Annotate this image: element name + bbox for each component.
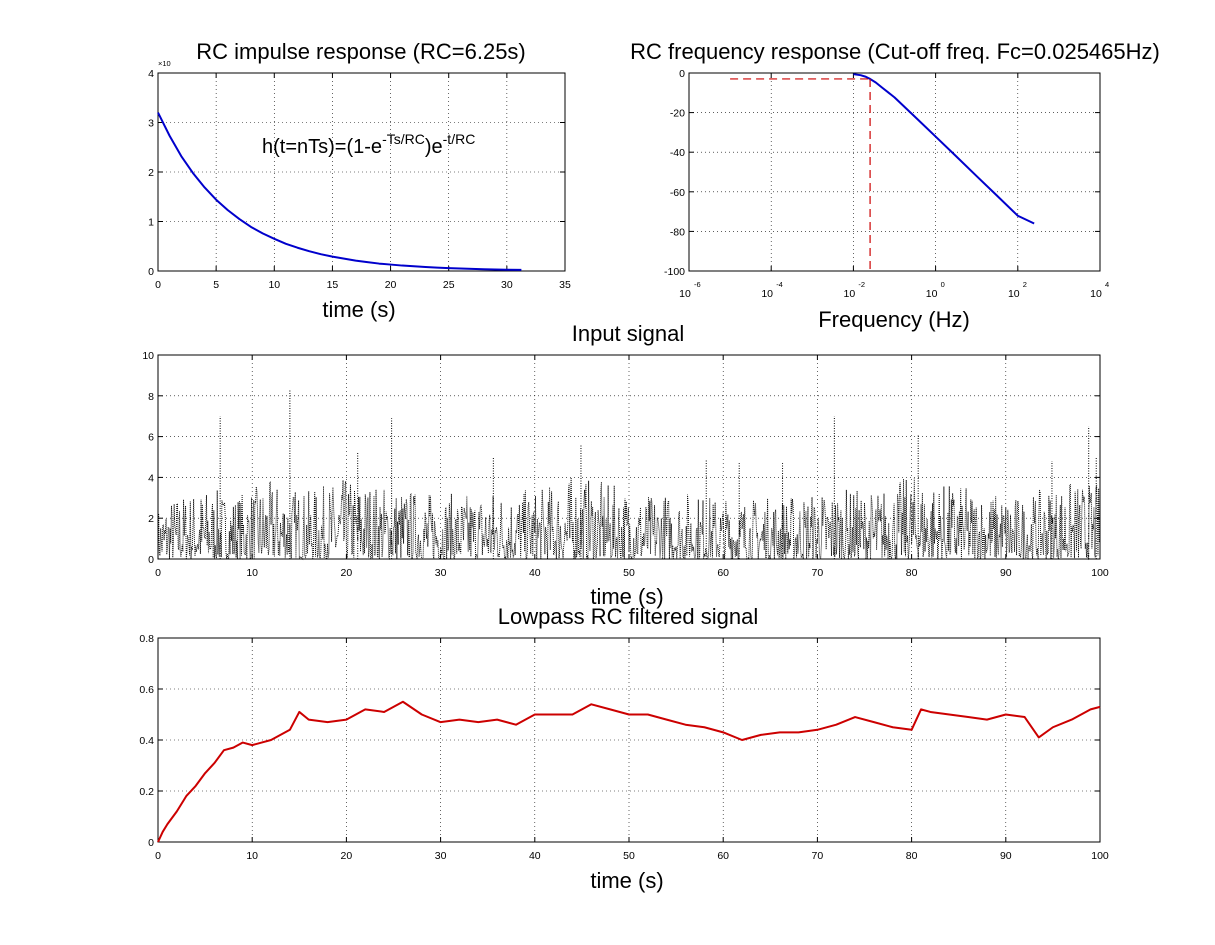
input-xtick-label: 50	[623, 567, 635, 579]
output-xtick-label: 80	[906, 850, 918, 862]
input-xtick-label: 30	[435, 567, 447, 579]
freq-xtick-label: 10	[1008, 288, 1020, 300]
impulse-xtick-label: 10	[268, 279, 280, 291]
output-xtick-label: 70	[812, 850, 824, 862]
output-ytick-label: 0.6	[139, 684, 154, 696]
output-xtick-label: 10	[246, 850, 258, 862]
freq-xtick-exp: -4	[776, 280, 783, 289]
output-xtick-label: 40	[529, 850, 541, 862]
input-title: Input signal	[572, 321, 685, 346]
impulse-response-plot: 0 5 10 15 20 25 30 35 0 1 2 3 4	[148, 68, 571, 291]
freq-xtick-label: 10	[844, 288, 856, 300]
freq-ytick-label: -20	[670, 108, 685, 120]
input-ytick-label: 2	[148, 513, 154, 525]
freq-xtick-label: 10	[761, 288, 773, 300]
output-ytick-label: 0.2	[139, 786, 154, 798]
output-xtick-label: 60	[717, 850, 729, 862]
input-xtick-label: 60	[717, 567, 729, 579]
input-xtick-label: 10	[246, 567, 258, 579]
output-ytick-label: 0.4	[139, 735, 154, 747]
input-series-line	[157, 477, 1101, 561]
input-xtick-label: 80	[906, 567, 918, 579]
impulse-ytick-label: 2	[148, 167, 154, 179]
output-xtick-label: 0	[155, 850, 161, 862]
impulse-xtick-label: 15	[327, 279, 339, 291]
input-xtick-label: 20	[341, 567, 353, 579]
impulse-ytick-label: 3	[148, 118, 154, 130]
freq-title: RC frequency response (Cut-off freq. Fc=…	[630, 39, 1160, 64]
freq-ytick-label: 0	[679, 68, 685, 80]
impulse-xtick-label: 0	[155, 279, 161, 291]
impulse-xtick-label: 25	[443, 279, 455, 291]
input-xtick-label: 70	[812, 567, 824, 579]
freq-xtick-label: 10	[1090, 288, 1102, 300]
output-xtick-label: 20	[341, 850, 353, 862]
filtered-signal-plot: 0 10 20 30 40 50 60 70 80 90 100 0 0.2 0.4 0.6 0.8	[139, 633, 1109, 862]
impulse-xtick-label: 5	[213, 279, 219, 291]
impulse-series-line	[157, 112, 522, 271]
impulse-ytick-label: 4	[148, 68, 154, 80]
input-ytick-label: 10	[142, 350, 154, 362]
freq-ytick-label: -100	[664, 266, 685, 278]
freq-xtick-exp: 4	[1105, 280, 1109, 289]
input-xtick-label: 40	[529, 567, 541, 579]
output-xtick-label: 100	[1091, 850, 1109, 862]
formula-mid: )e	[425, 136, 443, 158]
impulse-y-multiplier: ×10	[158, 59, 171, 68]
input-axes-frame	[157, 354, 1101, 560]
output-series-line	[157, 700, 1101, 843]
output-xtick-label: 50	[623, 850, 635, 862]
freq-ytick-label: -60	[670, 187, 685, 199]
input-ytick-label: 4	[148, 472, 154, 484]
formula-base: h(t=nTs)=(1-e	[262, 136, 382, 158]
input-ytick-label: 8	[148, 391, 154, 403]
output-xtick-label: 90	[1000, 850, 1012, 862]
input-ytick-label: 0	[148, 554, 154, 566]
output-axes-frame	[157, 637, 1101, 843]
freq-xtick-exp: -2	[858, 280, 865, 289]
output-ytick-label: 0.8	[139, 633, 154, 645]
freq-series-line	[853, 73, 1035, 225]
input-xtick-label: 90	[1000, 567, 1012, 579]
freq-xtick-exp: 2	[1023, 280, 1027, 289]
freq-ytick-label: -40	[670, 147, 685, 159]
output-xlabel: time (s)	[590, 868, 663, 893]
freq-xtick-label: 10	[926, 288, 938, 300]
freq-xtick-exp: -6	[694, 280, 701, 289]
freq-xtick-exp: 0	[941, 280, 945, 289]
input-ytick-label: 6	[148, 432, 154, 444]
impulse-axes-frame	[157, 72, 566, 272]
impulse-formula: h(t=nTs)=(1-e-Ts/RC)e-t/RC	[262, 131, 475, 158]
output-ytick-label: 0	[148, 837, 154, 849]
input-xtick-label: 0	[155, 567, 161, 579]
impulse-xtick-label: 35	[559, 279, 571, 291]
input-signal-plot: 0 10 20 30 40 50 60 70 80 90 100 0 2 4 6 8 10	[142, 350, 1109, 579]
impulse-xtick-label: 30	[501, 279, 513, 291]
impulse-xlabel: time (s)	[322, 297, 395, 322]
freq-xtick-label: 10	[679, 288, 691, 300]
freq-ytick-label: -80	[670, 226, 685, 238]
input-xlabel: time (s)	[590, 584, 663, 609]
output-title: Lowpass RC filtered signal	[498, 604, 758, 629]
freq-axes-frame	[688, 72, 1101, 272]
impulse-title: RC impulse response (RC=6.25s)	[196, 39, 526, 64]
formula-exp1: -Ts/RC	[382, 131, 425, 147]
freq-xlabel: Frequency (Hz)	[818, 307, 970, 332]
output-xtick-label: 30	[435, 850, 447, 862]
formula-exp2: -t/RC	[443, 131, 476, 147]
impulse-ytick-label: 1	[148, 217, 154, 229]
input-xtick-label: 100	[1091, 567, 1109, 579]
impulse-ytick-label: 0	[148, 266, 154, 278]
impulse-xtick-label: 20	[385, 279, 397, 291]
